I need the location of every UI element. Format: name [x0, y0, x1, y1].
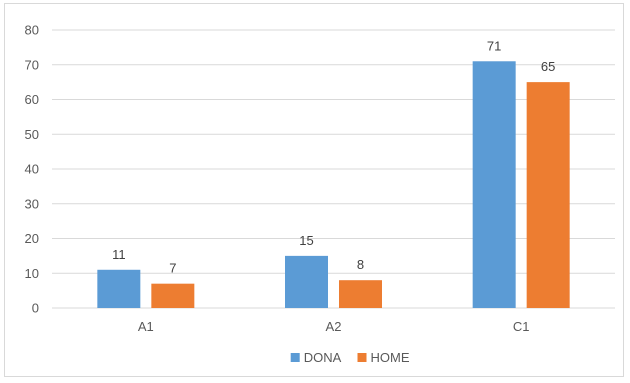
bar-home-a2 — [339, 280, 382, 308]
bars — [97, 61, 570, 309]
data-label: 65 — [541, 59, 555, 74]
x-tick-label: C1 — [513, 319, 530, 334]
y-tick-label: 50 — [25, 127, 39, 142]
gridlines — [52, 29, 615, 309]
data-label: 8 — [357, 257, 364, 272]
y-tick-label: 0 — [32, 301, 39, 316]
data-label: 7 — [169, 261, 176, 276]
legend-swatch-home — [357, 353, 367, 362]
bar-dona-c1 — [472, 61, 516, 309]
y-tick-label: 60 — [25, 92, 39, 107]
bar-dona-a1 — [97, 269, 141, 308]
bar-home-a1 — [151, 283, 195, 308]
y-tick-label: 20 — [25, 231, 39, 246]
y-axis: 0 10 20 30 40 50 60 70 80 — [25, 23, 39, 316]
bar-dona-a2 — [285, 255, 328, 308]
data-label: 15 — [299, 233, 313, 248]
y-tick-label: 30 — [25, 196, 39, 211]
data-labels: 11 7 15 8 71 65 — [112, 38, 555, 275]
y-tick-label: 10 — [25, 266, 39, 281]
legend: DONA HOME — [290, 350, 410, 365]
x-tick-label: A2 — [326, 319, 342, 334]
bar-home-c1 — [526, 82, 570, 308]
data-label: 71 — [487, 38, 501, 53]
y-tick-label: 70 — [25, 57, 39, 72]
chart-frame — [4, 3, 624, 377]
legend-swatch-dona — [290, 353, 300, 362]
y-tick-label: 80 — [25, 23, 39, 38]
data-label: 11 — [112, 247, 126, 262]
legend-label-home: HOME — [371, 350, 410, 365]
x-axis: A1 A2 C1 — [138, 319, 530, 334]
legend-label-dona: DONA — [304, 350, 342, 365]
x-tick-label: A1 — [138, 319, 154, 334]
y-tick-label: 40 — [25, 162, 39, 177]
